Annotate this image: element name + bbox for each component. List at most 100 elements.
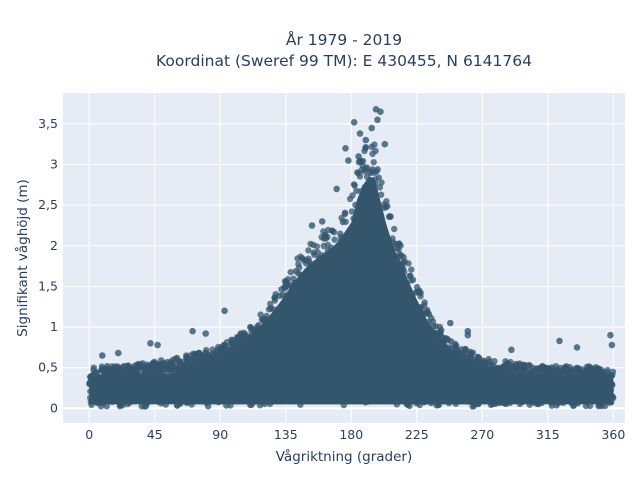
data-point [349, 192, 356, 199]
outlier-point [355, 153, 362, 160]
outlier-point [147, 340, 154, 347]
x-tick-label: 315 [536, 427, 560, 442]
data-point [141, 365, 148, 372]
data-point [377, 191, 385, 198]
x-tick-label: 360 [601, 427, 625, 442]
data-point [451, 340, 459, 347]
data-point [421, 299, 428, 306]
data-point [374, 166, 381, 173]
data-point [585, 363, 592, 370]
data-point [353, 187, 360, 195]
data-point [424, 308, 431, 315]
outlier-point [333, 185, 341, 193]
data-point [215, 343, 222, 351]
data-point [234, 333, 241, 341]
data-point [133, 363, 141, 370]
x-tick-label: 45 [147, 427, 163, 442]
outlier-point [154, 341, 161, 349]
data-point [158, 357, 165, 364]
data-point [413, 283, 421, 291]
x-tick-label: 0 [85, 427, 93, 442]
y-tick-label: 3 [50, 157, 58, 172]
data-point [98, 363, 106, 370]
data-point [363, 164, 371, 171]
outlier-point [342, 145, 349, 152]
y-tick-label: 1,5 [38, 278, 58, 293]
data-point [120, 363, 128, 370]
data-point [378, 179, 385, 186]
chart-title-line2: Koordinat (Sweref 99 TM): E 430455, N 61… [156, 52, 532, 70]
outlier-point [99, 352, 106, 359]
outlier-point [345, 157, 352, 164]
data-point [287, 269, 294, 276]
data-point [330, 229, 338, 236]
data-point [557, 364, 564, 372]
data-point [516, 366, 523, 373]
data-point [257, 311, 264, 318]
y-axis-title: Signifikant våghöjd (m) [14, 179, 31, 337]
x-tick-label: 270 [470, 427, 494, 442]
data-point [278, 286, 285, 293]
data-point [299, 255, 306, 262]
outlier-point [356, 130, 364, 137]
data-point [271, 294, 279, 301]
data-point [376, 184, 384, 191]
data-point [358, 158, 365, 165]
data-point [267, 304, 274, 312]
y-tick-label: 0 [50, 400, 58, 415]
data-point [369, 150, 376, 157]
outlier-point [115, 349, 122, 357]
outlier-point [556, 337, 563, 345]
outlier-point [350, 119, 358, 126]
x-tick-labels: 0 45 90 135 180 225 270 315 360 [85, 427, 625, 442]
data-point [428, 314, 435, 322]
data-point [546, 367, 554, 375]
data-point [205, 403, 212, 410]
chart-title-line1: År 1979 - 2019 [286, 30, 402, 49]
data-point [406, 272, 413, 280]
data-point [371, 141, 378, 148]
data-point [391, 225, 398, 233]
x-axis-title: Vågriktning (grader) [276, 448, 413, 465]
data-point [138, 403, 145, 410]
data-point [149, 363, 156, 370]
outlier-point [381, 140, 389, 148]
y-tick-labels: 0 0,5 1 1,5 2 2,5 3 3,5 [38, 116, 58, 415]
outlier-point [368, 124, 376, 132]
data-point [165, 366, 173, 373]
data-point [223, 339, 231, 346]
dense-point-core [176, 176, 512, 405]
data-point [383, 198, 390, 205]
data-point [462, 346, 469, 353]
data-point [322, 231, 329, 239]
x-tick-label: 90 [212, 427, 228, 442]
data-point [283, 279, 290, 286]
data-point [337, 230, 344, 237]
data-point [184, 356, 192, 364]
data-point [370, 159, 377, 166]
data-point [358, 167, 365, 174]
data-point [348, 208, 356, 215]
x-tick-label: 135 [274, 427, 298, 442]
data-point [408, 266, 415, 273]
data-point [311, 251, 318, 258]
outlier-point [308, 222, 316, 229]
outlier-point [608, 341, 616, 349]
data-point [445, 337, 452, 344]
data-points [86, 106, 617, 410]
data-point [104, 362, 111, 370]
data-point [258, 316, 266, 323]
outlier-point [447, 319, 454, 327]
data-point [384, 202, 391, 210]
data-point [338, 214, 345, 222]
outlier-point [202, 330, 209, 337]
y-tick-label: 2,5 [38, 197, 58, 212]
data-point [504, 360, 512, 367]
outlier-point [318, 218, 326, 225]
data-point [479, 357, 487, 364]
data-point [513, 360, 520, 368]
outlier-point [607, 331, 614, 339]
data-point [103, 403, 110, 410]
outlier-point [508, 346, 515, 354]
